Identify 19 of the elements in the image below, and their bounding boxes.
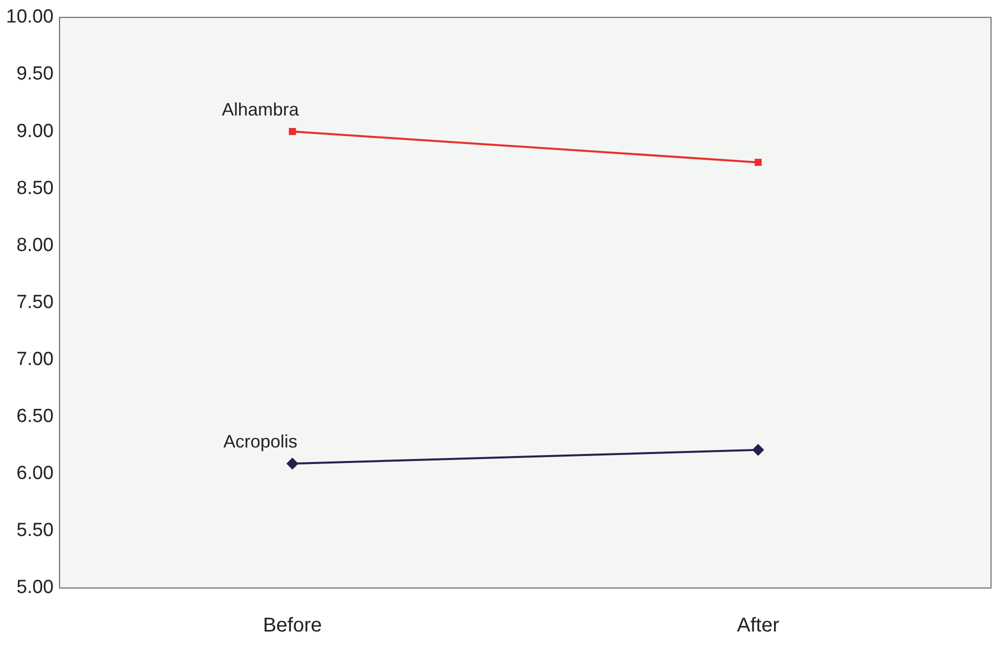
point	[752, 444, 764, 456]
y-tick-label: 10.00	[6, 6, 54, 28]
x-tick-label: After	[737, 614, 780, 637]
y-tick-label: 8.00	[16, 234, 54, 256]
y-tick-label: 8.50	[16, 178, 54, 199]
y-tick-label: 7.50	[16, 292, 54, 313]
y-tick-label: 9.50	[16, 64, 54, 85]
y-tick-label: 6.50	[16, 406, 54, 428]
point	[286, 458, 298, 470]
x-tick-label: Before	[262, 614, 322, 637]
point	[288, 128, 296, 136]
y-tick-label: 9.00	[16, 120, 54, 142]
y-tick-label: 6.00	[16, 463, 54, 484]
point	[754, 158, 762, 166]
series-label: Alhambra	[222, 99, 300, 120]
y-tick-label: 5.50	[16, 520, 54, 542]
series-label: Acropolis	[223, 432, 298, 452]
y-tick-label: 7.00	[16, 348, 54, 370]
y-tick-label: 5.00	[16, 577, 54, 598]
